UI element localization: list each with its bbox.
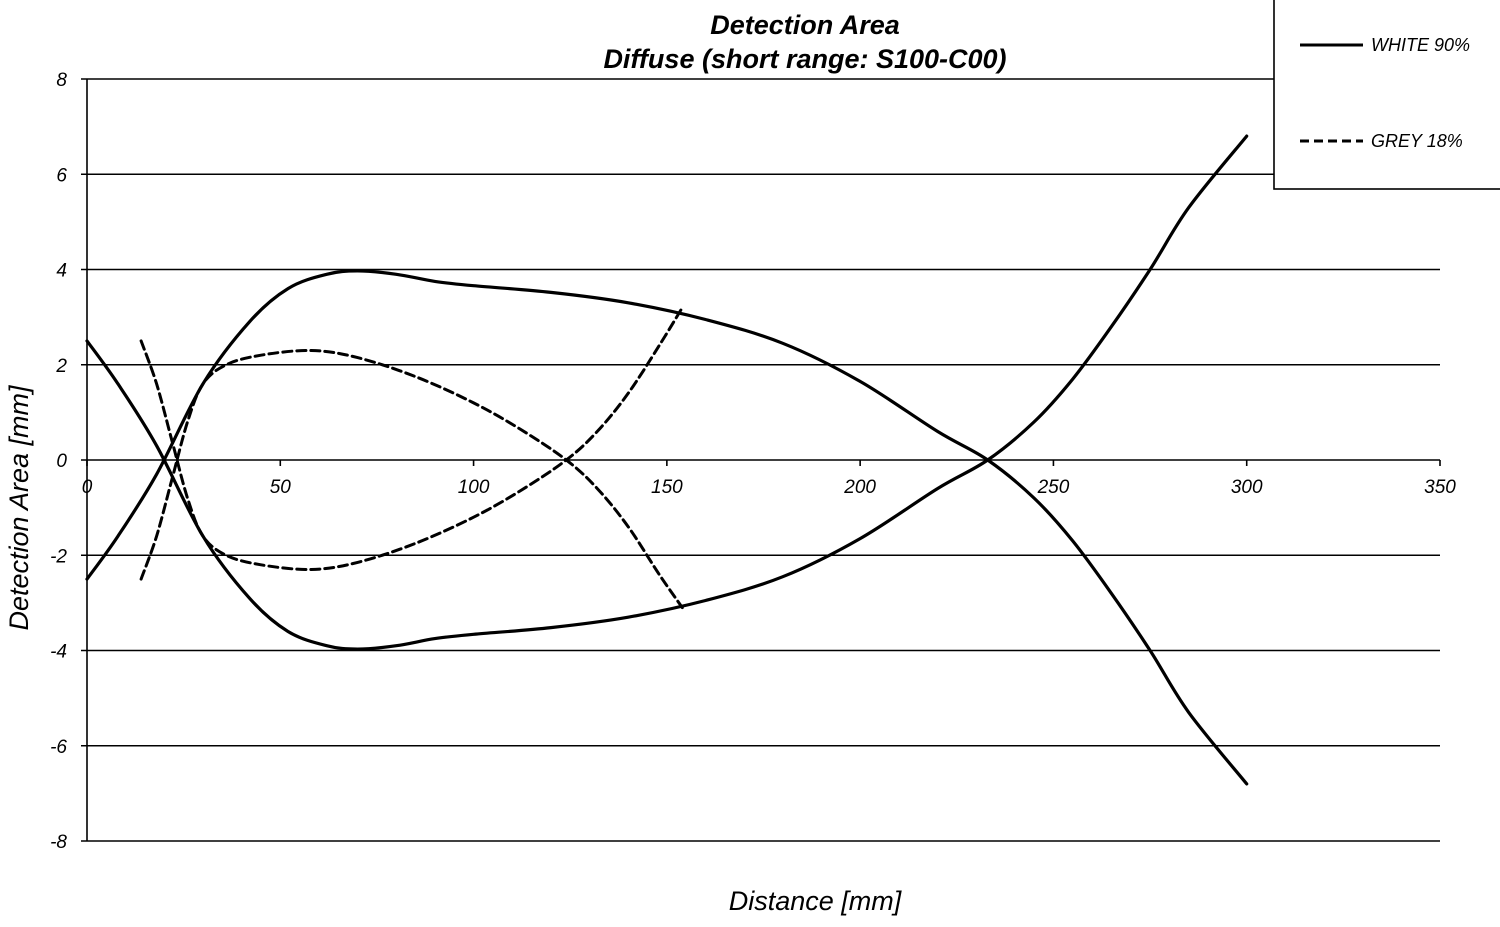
x-tick-label: 200: [843, 477, 876, 498]
x-tick-label: 50: [270, 477, 292, 498]
x-axis-label: Distance [mm]: [729, 886, 903, 916]
x-tick-labels: 0 50 100 150 200 250 300 350: [82, 477, 1457, 498]
legend-label-grey-18: GREY 18%: [1371, 131, 1463, 151]
chart-title: Detection Area: [710, 10, 900, 40]
x-tick-label: 250: [1037, 477, 1070, 498]
y-tick-labels: 8 6 4 2 0 -2 -4 -6 -8: [50, 70, 67, 853]
series-line-white-90-2: [85, 134, 1249, 651]
y-tick-label: 2: [55, 356, 67, 377]
axes: [86, 79, 1441, 841]
y-tick-label: 4: [56, 261, 67, 282]
x-tick-label: 300: [1231, 477, 1263, 498]
chart-subtitle: Diffuse (short range: S100-C00): [603, 44, 1006, 74]
legend: WHITE 90% GREY 18%: [1273, 0, 1500, 190]
y-axis-label: Detection Area [mm]: [4, 384, 34, 631]
y-tick-label: 6: [56, 165, 67, 186]
x-tick-label: 100: [458, 477, 490, 498]
series-line-grey-18-2: [139, 306, 684, 572]
y-tick-label: -4: [50, 642, 67, 663]
legend-box: [1273, 0, 1500, 190]
series-line-grey-18-1: [139, 348, 684, 610]
series-line-white-90-1: [85, 269, 1249, 786]
x-tick-label: 0: [82, 477, 93, 498]
grid-lines: [81, 78, 1440, 842]
x-tick-label: 150: [651, 477, 683, 498]
y-tick-label: -6: [50, 737, 67, 758]
series-lines: [85, 134, 1249, 786]
y-tick-label: 8: [56, 70, 67, 91]
legend-label-white-90: WHITE 90%: [1371, 35, 1470, 55]
y-tick-label: 0: [56, 451, 67, 472]
y-tick-label: -2: [50, 546, 67, 567]
y-tick-label: -8: [50, 832, 67, 853]
x-tick-label: 350: [1424, 477, 1456, 498]
